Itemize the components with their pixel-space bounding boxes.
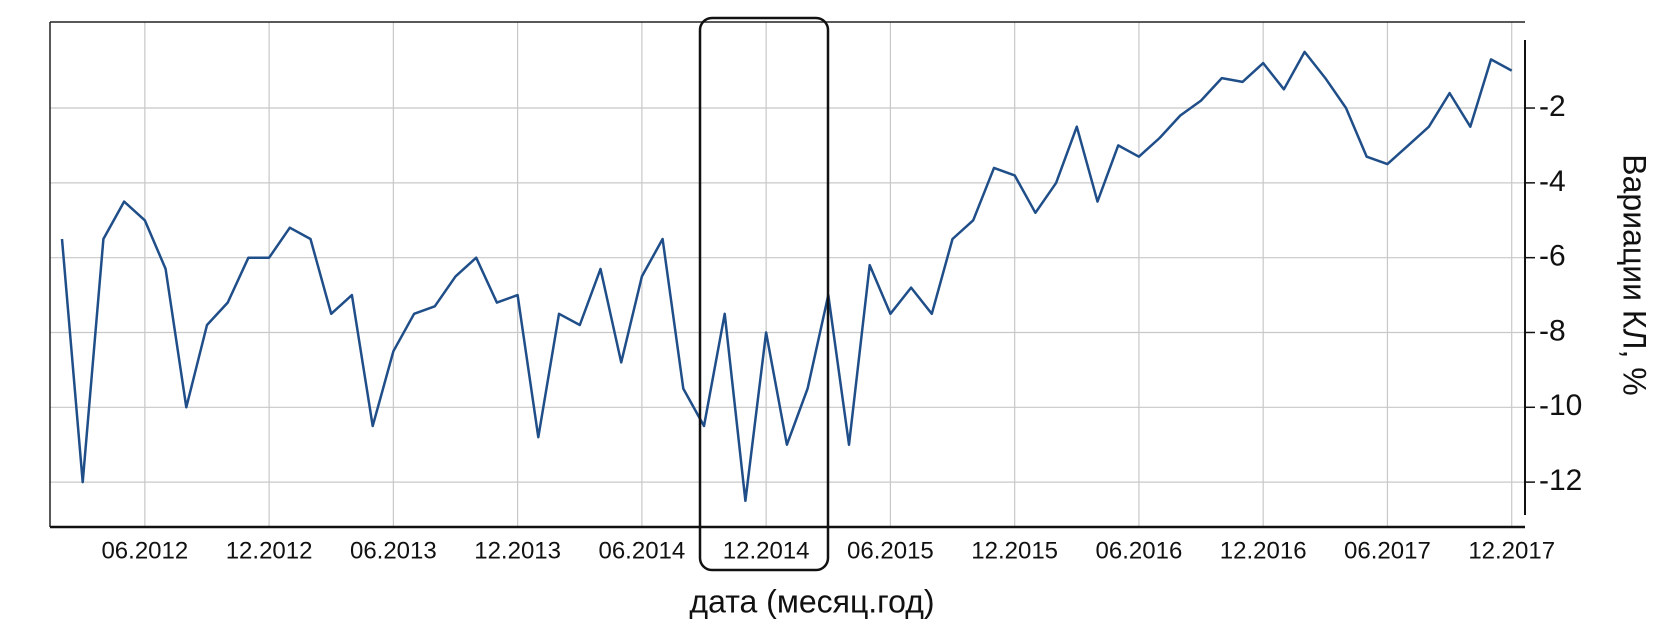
x-tick-label: 12.2013: [474, 537, 561, 564]
plot-area: [50, 22, 1525, 527]
x-tick-label: 06.2013: [350, 537, 437, 564]
highlight-box: [698, 16, 830, 572]
x-tick-label: 06.2017: [1344, 537, 1431, 564]
x-tick-label: 12.2012: [226, 537, 313, 564]
x-axis-title: дата (месяц.год): [689, 583, 934, 619]
marks: [60, 50, 1513, 503]
x-tick-label: 06.2012: [101, 537, 188, 564]
x-tick-label: 06.2016: [1096, 537, 1183, 564]
y-tick-label: -8: [1539, 314, 1566, 347]
y-tick-label: -6: [1539, 240, 1566, 273]
y-tick-label: -10: [1539, 389, 1582, 422]
y-tick-label: -12: [1539, 464, 1582, 497]
x-tick-label: 12.2015: [971, 537, 1058, 564]
x-tick-label: 06.2015: [847, 537, 934, 564]
y-tick-label: -2: [1539, 90, 1566, 123]
y-tick-label: -4: [1539, 165, 1566, 198]
data-line: [60, 50, 1513, 503]
x-tick-label: 12.2017: [1468, 537, 1555, 564]
x-tick-label: 06.2014: [598, 537, 685, 564]
x-tick-label: 12.2014: [723, 537, 810, 564]
y-axis-title: Вариации КЛ, %: [1617, 154, 1653, 395]
grid: [50, 22, 1535, 527]
x-tick-label: 12.2016: [1220, 537, 1307, 564]
